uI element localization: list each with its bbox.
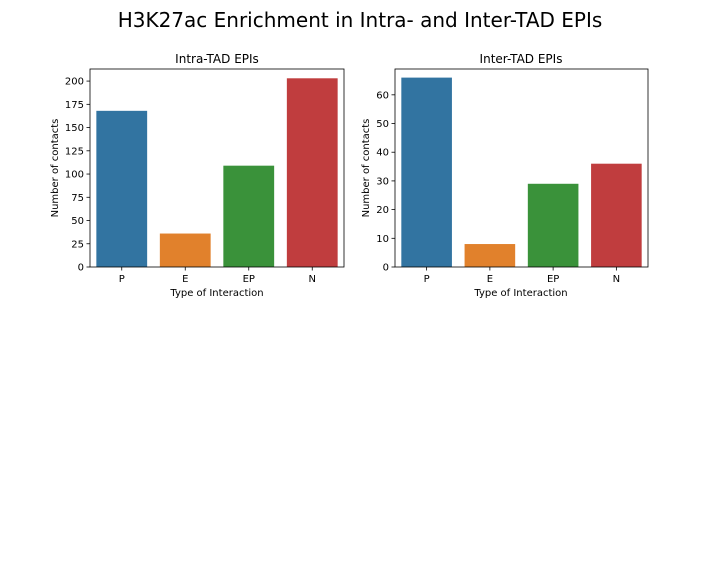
y-tick-label: 10: [376, 234, 389, 245]
y-axis: 0 10 20 30 40 50 60: [376, 90, 395, 274]
x-axis: P E EP N: [119, 267, 316, 285]
x-axis-label: Type of Interaction: [169, 288, 263, 299]
y-tick-label: 60: [376, 90, 389, 101]
bar-e: [464, 244, 516, 267]
plot-frame: [394, 68, 649, 268]
x-tick-label: E: [182, 274, 188, 285]
y-tick-label: 50: [376, 119, 389, 130]
x-tick-label: P: [119, 274, 125, 285]
y-tick-label: 30: [376, 176, 389, 187]
y-tick-label: 150: [65, 123, 84, 134]
x-tick-label: EP: [547, 274, 559, 285]
y-axis: 0 25 50 75 100 125 150 175 200: [65, 77, 90, 274]
plot-frame: [89, 68, 345, 268]
bar-p: [96, 110, 148, 267]
chart-inter-tad: Inter-TAD EPIs Type of Interaction Numbe…: [361, 52, 649, 299]
y-tick-label: 0: [383, 263, 389, 274]
chart-title: Inter-TAD EPIs: [480, 52, 563, 66]
y-tick-label: 75: [71, 193, 84, 204]
bars: [96, 78, 338, 267]
x-axis: P E EP N: [424, 267, 620, 285]
figure-title: H3K27ac Enrichment in Intra- and Inter-T…: [118, 8, 603, 32]
bar-n: [286, 78, 338, 267]
x-tick-label: EP: [243, 274, 255, 285]
y-tick-label: 200: [65, 77, 84, 88]
x-tick-label: N: [309, 274, 316, 285]
x-axis-label: Type of Interaction: [473, 288, 567, 299]
y-tick-label: 25: [71, 239, 84, 250]
bar-p: [401, 77, 452, 267]
y-tick-label: 175: [65, 100, 84, 111]
chart-title: Intra-TAD EPIs: [175, 52, 259, 66]
y-tick-label: 40: [376, 148, 389, 159]
x-tick-label: P: [424, 274, 430, 285]
bars: [401, 77, 642, 267]
y-tick-label: 20: [376, 205, 389, 216]
y-tick-label: 0: [78, 263, 84, 274]
bar-n: [591, 163, 642, 267]
y-tick-label: 100: [65, 170, 84, 181]
y-axis-label: Number of contacts: [50, 119, 61, 218]
y-tick-label: 125: [65, 146, 84, 157]
x-tick-label: N: [613, 274, 620, 285]
bar-e: [159, 233, 211, 267]
y-tick-label: 50: [71, 216, 84, 227]
y-axis-label: Number of contacts: [361, 119, 372, 218]
x-tick-label: E: [487, 274, 493, 285]
bar-ep: [223, 165, 275, 267]
bar-ep: [527, 183, 579, 267]
chart-intra-tad: Intra-TAD EPIs Type of Interaction Numbe…: [50, 52, 345, 299]
